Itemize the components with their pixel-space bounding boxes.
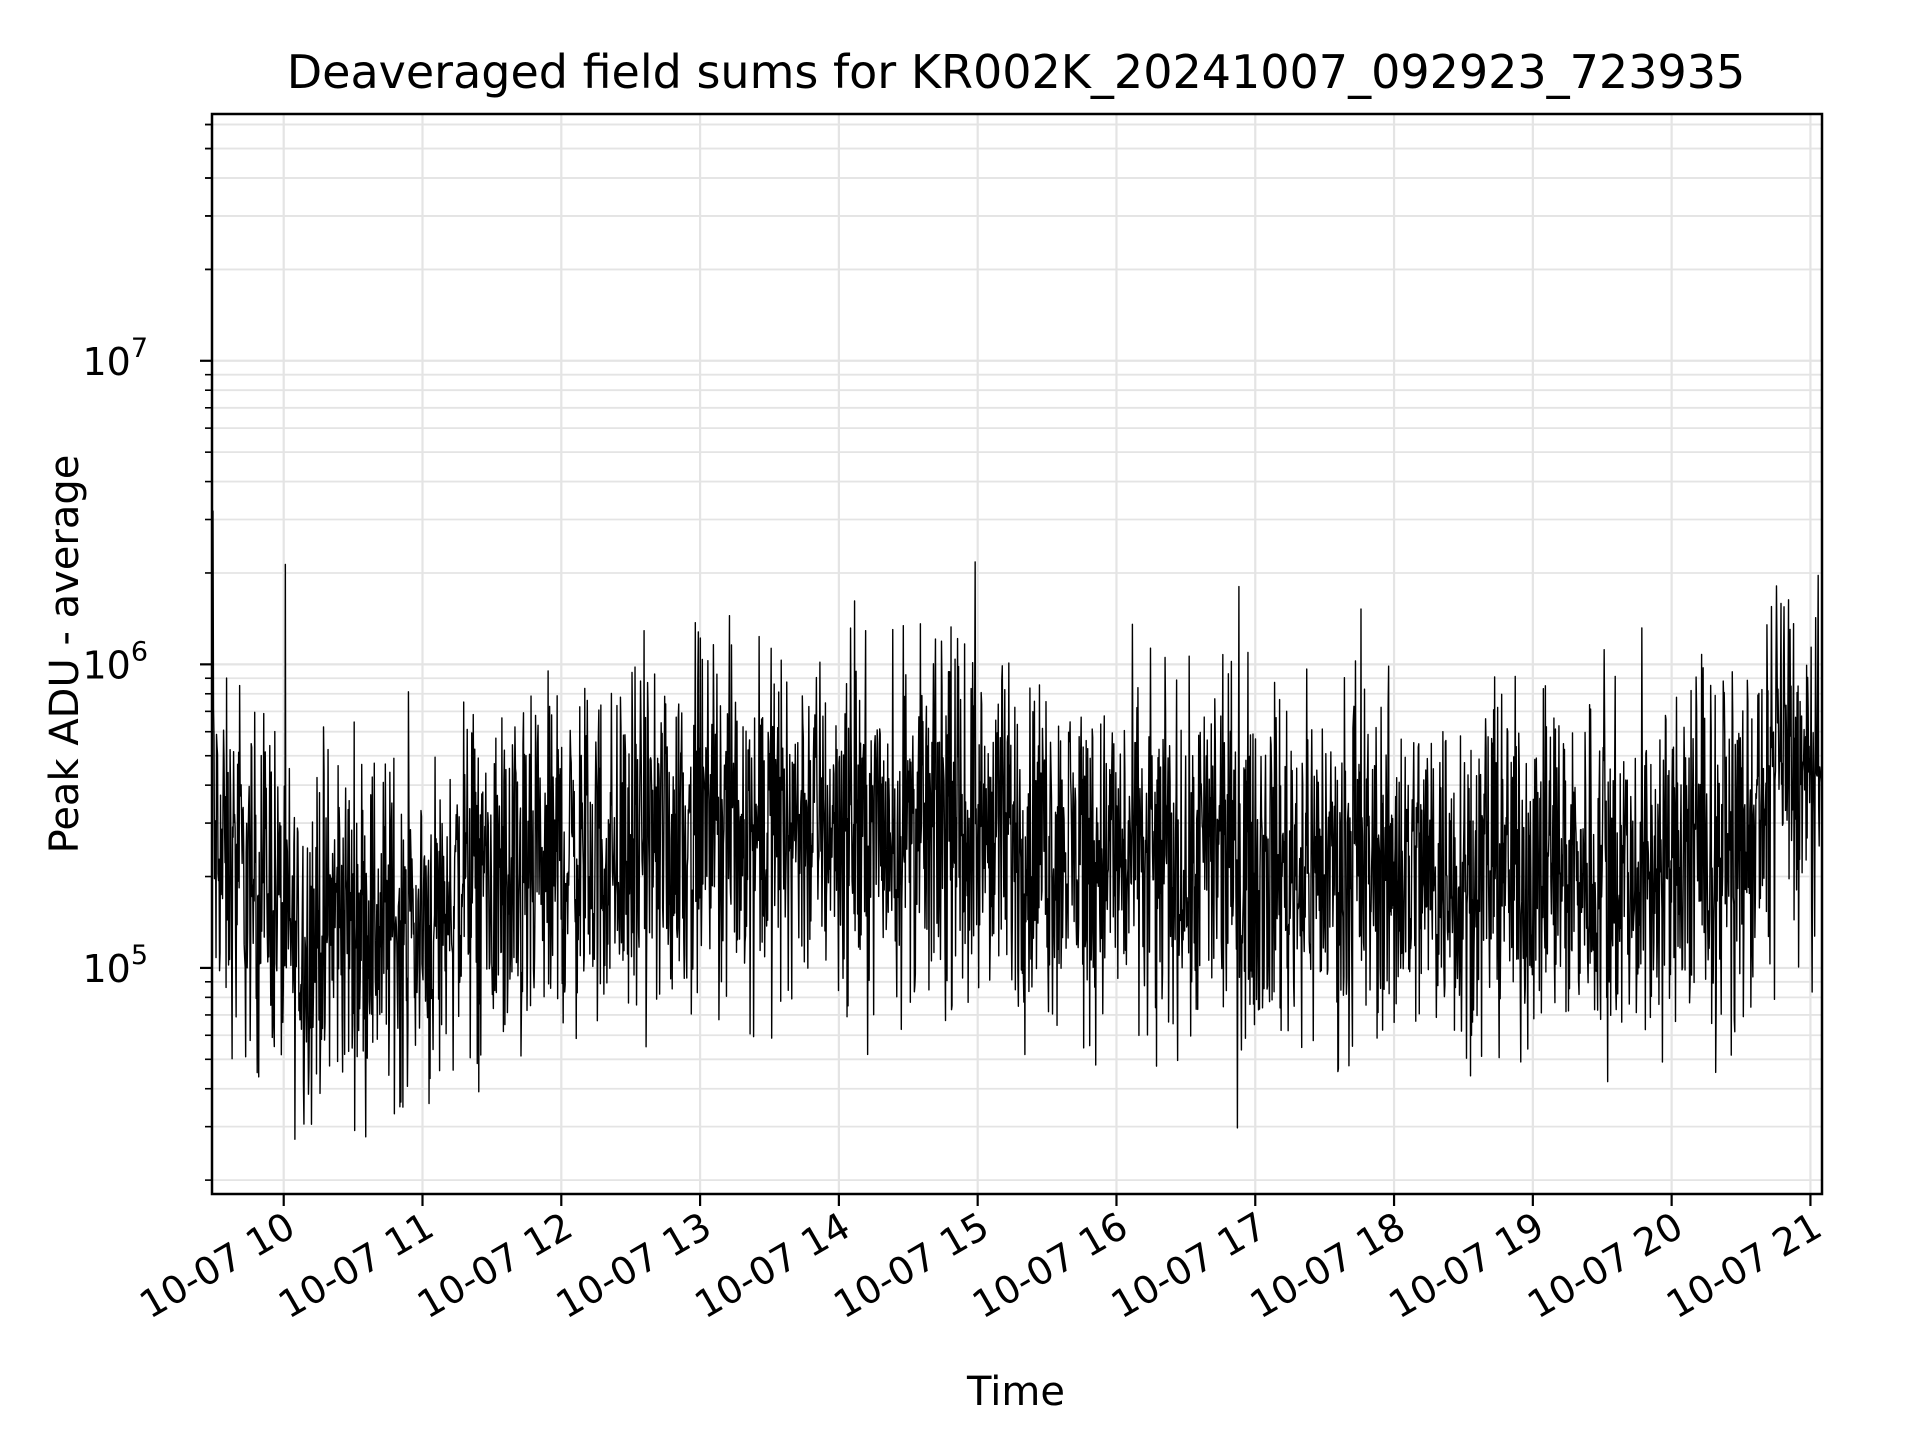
series-line — [212, 162, 1822, 1140]
y-tick-exponent: 7 — [131, 333, 148, 364]
y-tick-base: 10 — [82, 643, 130, 687]
chart-title: Deaveraged field sums for KR002K_2024100… — [287, 45, 1746, 99]
y-tick-base: 10 — [82, 947, 130, 991]
y-tick-exponent: 6 — [131, 636, 148, 667]
x-axis-label: Time — [966, 1369, 1065, 1415]
y-axis-label: Peak ADU - average — [42, 455, 88, 854]
y-tick-label: 106 — [82, 636, 148, 687]
plot-frame — [210, 112, 1824, 1196]
plot-area — [212, 162, 1822, 1140]
series-group — [212, 162, 1822, 1140]
y-tick-label: 105 — [82, 940, 148, 991]
y-tick-label: 107 — [82, 333, 148, 384]
y-tick-base: 10 — [82, 340, 130, 384]
y-tick-exponent: 5 — [131, 940, 148, 971]
